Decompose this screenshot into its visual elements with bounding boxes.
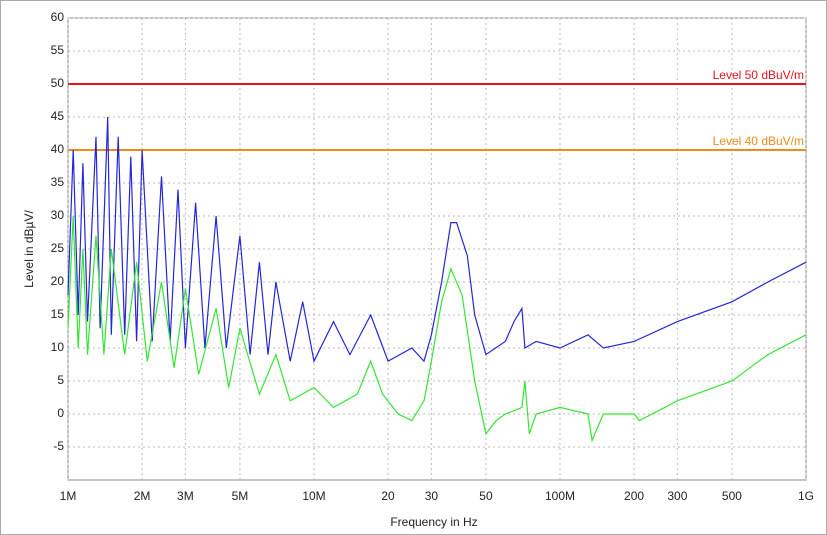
y-tick-label: 0 bbox=[57, 406, 64, 420]
x-tick-label: 100M bbox=[545, 489, 575, 503]
y-tick-label: 35 bbox=[51, 175, 65, 189]
y-tick-label: 15 bbox=[51, 307, 65, 321]
x-tick-label: 1G bbox=[798, 489, 814, 503]
series-line bbox=[67, 116, 807, 364]
x-tick-label: 10M bbox=[302, 489, 325, 503]
y-axis-label: Level in dBµV/ bbox=[22, 210, 36, 288]
x-tick-label: 50 bbox=[479, 489, 493, 503]
x-tick-label: 500 bbox=[722, 489, 742, 503]
limit-label: Level 40 dBuV/m bbox=[713, 134, 804, 148]
limit-label: Level 50 dBuV/m bbox=[713, 68, 804, 82]
y-tick-label: -5 bbox=[53, 439, 64, 453]
y-tick-label: 5 bbox=[57, 373, 64, 387]
y-tick-label: 25 bbox=[51, 241, 65, 255]
y-tick-label: 50 bbox=[51, 76, 65, 90]
x-tick-label: 5M bbox=[232, 489, 249, 503]
x-tick-label: 2M bbox=[134, 489, 151, 503]
x-axis-label: Frequency in Hz bbox=[390, 515, 477, 529]
x-tick-label: 200 bbox=[624, 489, 644, 503]
x-tick-label: 3M bbox=[177, 489, 194, 503]
x-tick-label: 30 bbox=[425, 489, 439, 503]
y-tick-label: 20 bbox=[51, 274, 65, 288]
x-tick-label: 300 bbox=[667, 489, 687, 503]
y-tick-label: 55 bbox=[51, 43, 65, 57]
y-tick-label: 10 bbox=[51, 340, 65, 354]
x-tick-label: 1M bbox=[60, 489, 77, 503]
y-tick-label: 30 bbox=[51, 208, 65, 222]
y-tick-label: 40 bbox=[51, 142, 65, 156]
series-line bbox=[67, 215, 807, 443]
y-tick-label: 45 bbox=[51, 109, 65, 123]
x-tick-label: 20 bbox=[381, 489, 395, 503]
y-tick-label: 60 bbox=[51, 10, 65, 24]
